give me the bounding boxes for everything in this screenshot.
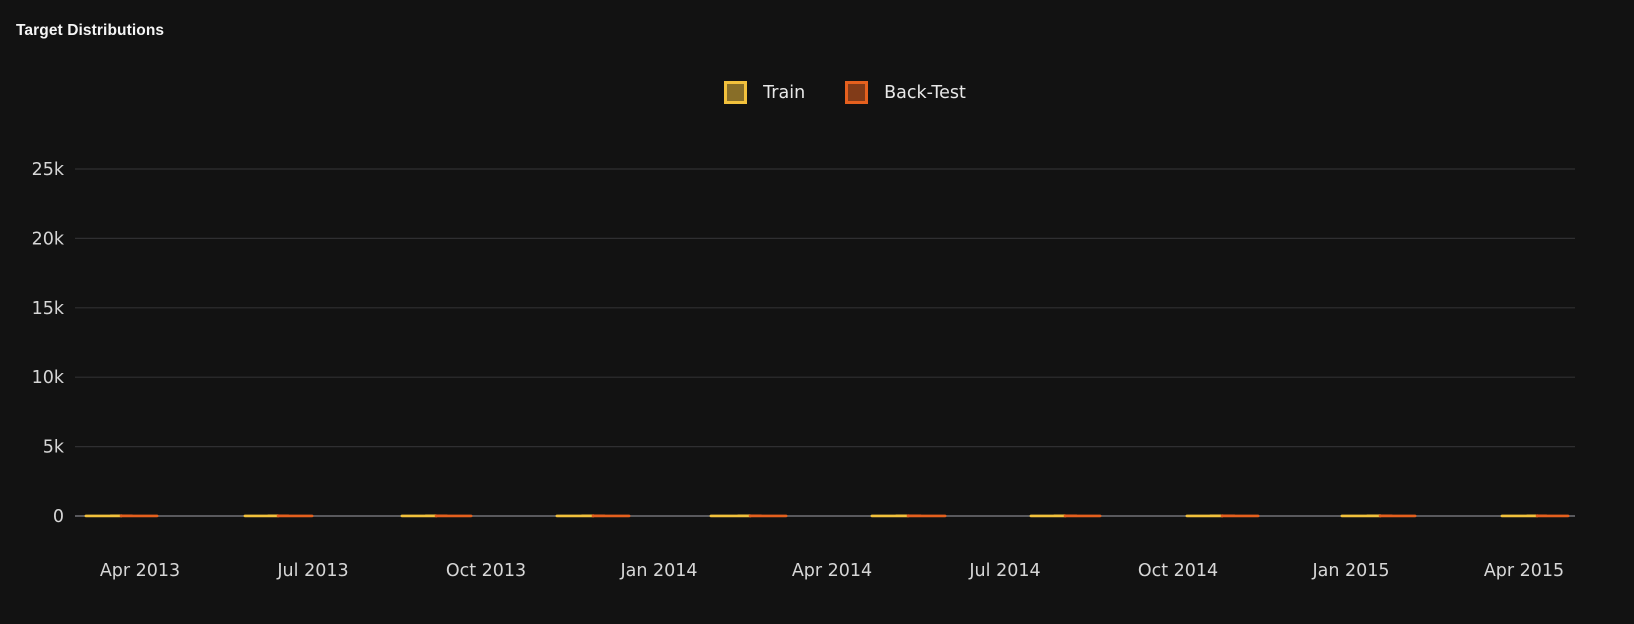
x-tick-label: Jul 2013 (276, 561, 348, 581)
y-tick-label: 20k (32, 229, 65, 249)
legend-label: Back-Test (884, 82, 966, 103)
legend-item-train[interactable]: Train (724, 81, 805, 104)
y-tick-label: 5k (43, 438, 65, 458)
train-swatch-icon (724, 81, 748, 104)
x-tick-label: Apr 2014 (792, 561, 872, 581)
x-tick-label: Jul 2014 (968, 561, 1040, 581)
x-tick-label: Jan 2015 (1311, 561, 1389, 581)
axis-label-layer: 0 5k 10k 15k 20k 25k Apr 2013 Jul 2013 Oct 2013 J… (32, 160, 1565, 581)
legend-label: Train (763, 82, 806, 103)
backtest-swatch-icon (845, 81, 869, 104)
x-tick-label: Apr 2013 (100, 561, 180, 581)
y-tick-label: 10k (32, 368, 65, 388)
legend: Train Back-Test (28, 81, 1634, 104)
legend-item-backtest[interactable]: Back-Test (845, 81, 966, 104)
x-tick-label: Oct 2013 (446, 561, 526, 581)
y-tick-label: 25k (32, 160, 65, 180)
grid-layer (75, 168, 1575, 517)
x-tick-label: Oct 2014 (1138, 561, 1218, 581)
x-tick-label: Jan 2014 (619, 561, 697, 581)
y-tick-label: 0 (53, 507, 64, 527)
y-tick-label: 15k (32, 299, 65, 319)
x-tick-label: Apr 2015 (1484, 561, 1564, 581)
page-title: Target Distributions (16, 22, 165, 39)
